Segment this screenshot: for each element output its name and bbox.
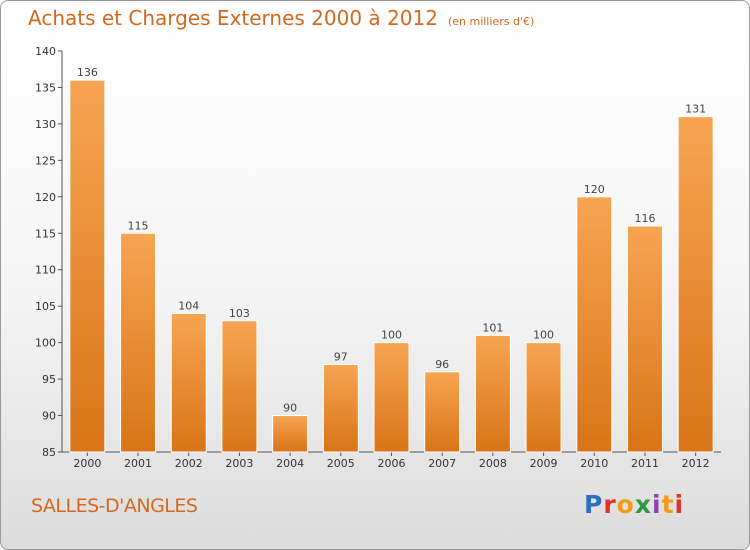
y-tick-label: 90 <box>42 410 56 423</box>
x-tick-label-2003: 2003 <box>225 457 253 470</box>
x-tick-label-2005: 2005 <box>327 457 355 470</box>
y-tick-label: 125 <box>35 154 56 167</box>
y-tick-label: 85 <box>42 446 56 459</box>
x-tick-label-2000: 2000 <box>73 457 101 470</box>
x-tick-label-2010: 2010 <box>580 457 608 470</box>
bar-2005[interactable] <box>322 364 359 453</box>
x-tick-label-2001: 2001 <box>124 457 152 470</box>
logo-letter: o <box>616 490 635 519</box>
value-label-2003: 103 <box>229 307 250 320</box>
value-label-2006: 100 <box>381 329 402 342</box>
chart-subtitle: (en milliers d'€) <box>447 15 535 28</box>
commune-name: SALLES-D'ANGLES <box>31 495 198 517</box>
bar-2007[interactable] <box>424 371 461 453</box>
chart-bars <box>69 79 714 453</box>
chart-labels: 136 2000 115 2001 104 2002 103 2003 90 2004 97 2005… <box>73 66 709 470</box>
value-label-2012: 131 <box>685 103 706 116</box>
bar-2001[interactable] <box>120 232 157 453</box>
y-tick-label: 100 <box>35 337 56 350</box>
value-label-2010: 120 <box>584 183 605 196</box>
y-tick-label: 105 <box>35 300 56 313</box>
y-tick-label: 115 <box>35 227 56 240</box>
logo-letter: i <box>674 490 685 519</box>
value-label-2007: 96 <box>435 358 449 371</box>
logo-letter: t <box>661 490 675 519</box>
bar-2008[interactable] <box>474 334 511 453</box>
logo-letter: x <box>634 490 652 519</box>
chart-title-text: Achats et Charges Externes 2000 à 2012 <box>28 6 438 30</box>
y-tick-label: 140 <box>35 45 56 58</box>
bar-2000[interactable] <box>69 79 106 453</box>
logo-letter: r <box>603 490 617 519</box>
x-tick-label-2006: 2006 <box>378 457 406 470</box>
bar-2010[interactable] <box>576 196 613 453</box>
x-tick-label-2007: 2007 <box>428 457 456 470</box>
bar-2006[interactable] <box>373 342 410 453</box>
value-label-2001: 115 <box>128 219 149 232</box>
x-tick-label-2004: 2004 <box>276 457 304 470</box>
bar-2003[interactable] <box>221 320 258 453</box>
y-tick-label: 130 <box>35 118 56 131</box>
bar-2009[interactable] <box>525 342 562 453</box>
x-tick-label-2011: 2011 <box>631 457 659 470</box>
value-label-2002: 104 <box>178 299 199 312</box>
value-label-2011: 116 <box>634 212 655 225</box>
y-tick-label: 135 <box>35 81 56 94</box>
bar-2011[interactable] <box>626 225 663 453</box>
x-tick-label-2008: 2008 <box>479 457 507 470</box>
y-tick-label: 120 <box>35 191 56 204</box>
value-label-2000: 136 <box>77 66 98 79</box>
logo-letter: i <box>652 490 662 519</box>
value-label-2009: 100 <box>533 329 554 342</box>
bar-2002[interactable] <box>170 312 207 453</box>
value-label-2008: 101 <box>482 321 503 334</box>
chart-title: Achats et Charges Externes 2000 à 2012 (e… <box>28 6 534 30</box>
value-label-2005: 97 <box>334 351 348 364</box>
proxiti-logo[interactable]: Proxiti <box>584 490 684 519</box>
y-tick-label: 110 <box>35 264 56 277</box>
value-label-2004: 90 <box>283 402 297 415</box>
y-tick-label: 95 <box>42 373 56 386</box>
bar-2004[interactable] <box>272 415 309 453</box>
bar-2012[interactable] <box>677 116 714 453</box>
x-tick-label-2009: 2009 <box>530 457 558 470</box>
chart-axes: 85 90 95 100 105 110 115 120 125 130 135 140 <box>35 45 721 459</box>
logo-letter: P <box>584 490 604 519</box>
x-tick-label-2012: 2012 <box>682 457 710 470</box>
x-tick-label-2002: 2002 <box>175 457 203 470</box>
